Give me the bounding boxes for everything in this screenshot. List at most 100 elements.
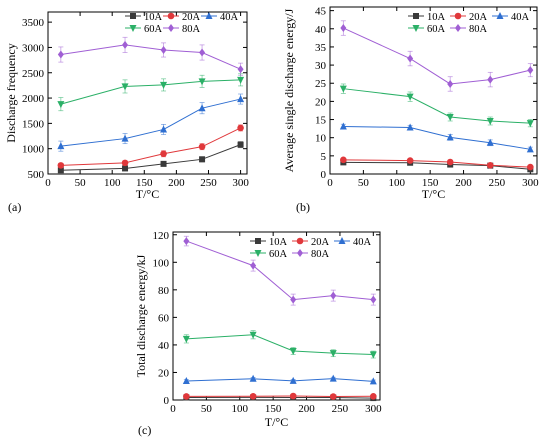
legend-marker <box>412 25 420 32</box>
data-point-20A <box>527 163 534 171</box>
data-point-40A <box>121 134 129 142</box>
plot-frame <box>329 6 538 175</box>
x-tick-label: 250 <box>200 177 217 189</box>
data-point-10A <box>199 156 206 163</box>
legend-marker <box>168 24 174 32</box>
data-point-20A <box>237 124 244 132</box>
legend-item: 10A <box>125 12 163 23</box>
data-point-80A <box>122 40 129 49</box>
legend-label: 40A <box>353 237 372 248</box>
y-axis-label: Discharge frequency <box>4 43 18 142</box>
series-line-60A <box>186 334 374 356</box>
y-tick-label: 15 <box>315 115 327 127</box>
x-tick-label: 50 <box>358 177 370 189</box>
data-point-80A <box>407 54 414 63</box>
y-tick-label: 45 <box>315 6 327 18</box>
chart-panel-1: 0 50 100 150 200 250 300 500 1000 1500 2000 2500 300… <box>4 11 249 214</box>
data-point-40A <box>446 133 454 141</box>
legend-marker <box>167 12 175 20</box>
legend-marker <box>255 238 261 244</box>
series-line-60A <box>60 79 241 105</box>
data-point-20A <box>249 392 257 400</box>
x-tick-label: 100 <box>389 177 406 189</box>
legend-label: 20A <box>469 12 488 23</box>
data-point-60A <box>486 117 494 125</box>
legend-label: 20A <box>182 12 201 23</box>
data-point-40A <box>249 374 257 382</box>
data-point-40A <box>329 374 337 382</box>
legend-item: 40A <box>201 12 239 23</box>
series-line-60A <box>343 88 531 124</box>
legend-marker <box>205 12 213 19</box>
data-point-20A <box>446 158 454 166</box>
data-point-40A <box>339 122 347 130</box>
data-point-20A <box>160 150 167 158</box>
legend-item: 80A <box>450 24 488 35</box>
x-tick-label: 50 <box>201 403 213 415</box>
legend-marker <box>496 12 504 19</box>
legend-marker <box>454 12 462 20</box>
y-tick-label: 20 <box>158 367 170 379</box>
legend-label: 80A <box>469 24 488 35</box>
panel-label: (a) <box>8 200 21 214</box>
data-point-40A <box>486 138 494 146</box>
legend-label: 10A <box>269 237 288 248</box>
legend-item: 20A <box>163 12 201 23</box>
legend-item: 80A <box>163 24 201 35</box>
panel-label: (c) <box>138 423 151 437</box>
plot-frame <box>172 231 381 401</box>
legend: 10A 20A 40A 60A 80A <box>250 237 372 260</box>
x-tick-label: 300 <box>232 177 249 189</box>
data-point-60A <box>289 347 297 355</box>
legend-label: 60A <box>269 249 288 260</box>
data-point-80A <box>237 65 244 74</box>
y-tick-label: 10 <box>315 133 327 145</box>
legend: 10A 20A 40A 60A 80A <box>408 12 530 35</box>
x-tick-label: 0 <box>170 403 176 415</box>
legend-item: 40A <box>492 12 530 23</box>
data-point-20A <box>486 161 494 169</box>
legend-marker <box>455 24 461 32</box>
data-point-60A <box>406 93 414 101</box>
data-point-20A <box>57 162 65 169</box>
data-point-40A <box>237 95 245 103</box>
plot-frame <box>47 11 248 175</box>
data-point-80A <box>250 261 257 270</box>
data-point-10A <box>160 160 167 167</box>
y-tick-label: 25 <box>315 78 327 90</box>
y-axis-label: Total discharge energy/kJ <box>134 254 148 377</box>
x-axis-label: T/°C <box>136 187 159 201</box>
data-point-80A <box>527 66 534 75</box>
series-line-10A <box>60 144 241 171</box>
data-point-80A <box>447 79 454 88</box>
legend-label: 10A <box>427 12 446 23</box>
y-axis-label: Average single discharge energy/J <box>282 8 296 172</box>
data-point-10A <box>57 167 64 174</box>
y-tick-label: 3000 <box>22 42 45 54</box>
series-line-80A <box>343 27 531 85</box>
legend-item: 80A <box>292 249 330 260</box>
data-point-60A <box>339 85 347 93</box>
y-tick-label: 20 <box>315 96 327 108</box>
legend-label: 80A <box>311 249 330 260</box>
series-line-20A <box>60 127 241 166</box>
data-point-60A <box>249 331 257 339</box>
data-point-20A <box>121 159 129 167</box>
data-point-80A <box>160 45 167 54</box>
data-point-80A <box>183 237 190 246</box>
y-tick-label: 35 <box>315 42 327 54</box>
y-tick-label: 2500 <box>22 68 45 80</box>
data-point-60A <box>198 78 206 86</box>
x-tick-label: 250 <box>332 403 349 415</box>
x-tick-label: 0 <box>45 177 51 189</box>
y-tick-label: 100 <box>153 257 170 269</box>
y-tick-label: 60 <box>158 312 170 324</box>
data-point-60A <box>446 114 454 122</box>
legend-marker <box>338 237 346 244</box>
x-tick-label: 300 <box>522 177 539 189</box>
data-point-40A <box>526 145 534 153</box>
x-tick-label: 150 <box>422 177 439 189</box>
data-point-60A <box>369 351 377 359</box>
data-point-40A <box>198 104 206 112</box>
